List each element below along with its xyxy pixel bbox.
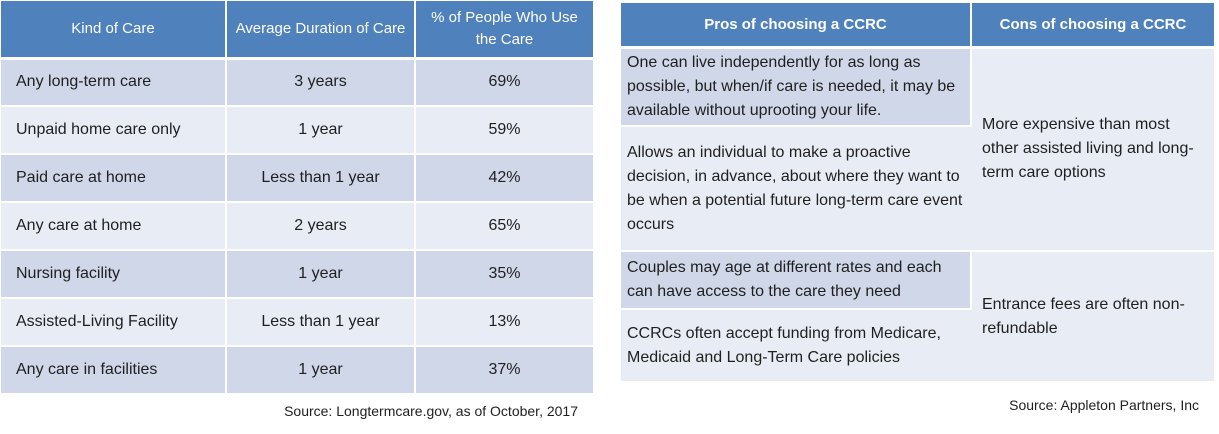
header-cons: Cons of choosing a CCRC	[971, 3, 1214, 49]
table-row: One can live independently for as long a…	[621, 47, 1214, 252]
table-row: Any long-term care 3 years 69%	[1, 58, 593, 107]
percent-cell: 42%	[415, 154, 593, 203]
duration-cell: 1 year	[226, 346, 416, 395]
duration-cell: 2 years	[226, 202, 416, 251]
percent-cell: 37%	[415, 346, 593, 395]
duration-cell: 3 years	[226, 58, 416, 107]
table-row: Assisted-Living Facility Less than 1 yea…	[1, 298, 593, 347]
percent-cell: 13%	[415, 298, 593, 347]
con-cell: Entrance fees are often non-refundable	[971, 251, 1214, 383]
kind-of-care-cell: Nursing facility	[1, 250, 227, 299]
header-pros: Pros of choosing a CCRC	[621, 3, 972, 49]
kind-of-care-cell: Any care at home	[1, 202, 227, 251]
long-term-care-table: Kind of Care Average Duration of Care % …	[1, 1, 593, 395]
ccrc-pros-cons-table: Pros of choosing a CCRC Cons of choosing…	[621, 3, 1214, 383]
percent-cell: 69%	[415, 58, 593, 107]
table-row: Unpaid home care only 1 year 59%	[1, 106, 593, 155]
table-header-row: Pros of choosing a CCRC Cons of choosing…	[621, 3, 1214, 49]
percent-cell: 65%	[415, 202, 593, 251]
table-row: Couples may age at different rates and e…	[621, 251, 1214, 383]
header-percent-people: % of People Who Use the Care	[415, 1, 593, 60]
kind-of-care-cell: Any long-term care	[1, 58, 227, 107]
pro-cell: Couples may age at different rates and e…	[621, 251, 972, 310]
percent-cell: 59%	[415, 106, 593, 155]
pro-cell: CCRCs often accept funding from Medicare…	[621, 309, 971, 383]
table-row: Any care at home 2 years 65%	[1, 202, 593, 251]
left-source-note: Source: Longtermcare.gov, as of October,…	[284, 403, 578, 419]
kind-of-care-cell: Unpaid home care only	[1, 106, 227, 155]
table-header-row: Kind of Care Average Duration of Care % …	[1, 1, 593, 60]
duration-cell: 1 year	[226, 250, 416, 299]
table-row: Allows an individual to make a proactive…	[621, 126, 1214, 252]
kind-of-care-cell: Assisted-Living Facility	[1, 298, 227, 347]
pro-cell: One can live independently for as long a…	[621, 47, 972, 127]
duration-cell: 1 year	[226, 106, 416, 155]
header-kind-of-care: Kind of Care	[1, 1, 227, 60]
con-cell: More expensive than most other assisted …	[971, 47, 1214, 252]
right-source-note: Source: Appleton Partners, Inc	[1009, 397, 1199, 413]
table-row: Nursing facility 1 year 35%	[1, 250, 593, 299]
duration-cell: Less than 1 year	[226, 298, 416, 347]
pro-cell: Allows an individual to make a proactive…	[621, 126, 971, 252]
header-average-duration: Average Duration of Care	[226, 1, 416, 60]
kind-of-care-cell: Any care in facilities	[1, 346, 227, 395]
kind-of-care-cell: Paid care at home	[1, 154, 227, 203]
table-row: CCRCs often accept funding from Medicare…	[621, 309, 1214, 383]
duration-cell: Less than 1 year	[226, 154, 416, 203]
table-row: Any care in facilities 1 year 37%	[1, 346, 593, 395]
percent-cell: 35%	[415, 250, 593, 299]
table-row: Paid care at home Less than 1 year 42%	[1, 154, 593, 203]
